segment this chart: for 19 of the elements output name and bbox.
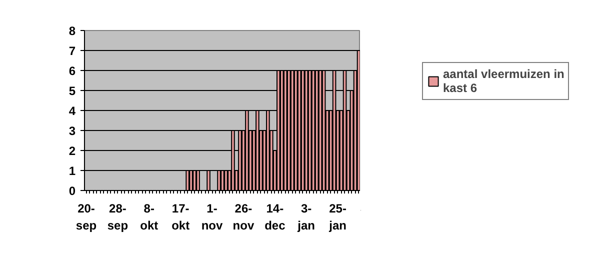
y-tick-label: 6 [68, 64, 76, 78]
x-tick-label: 20-sep [76, 202, 97, 232]
x-tick-label: 26-nov [232, 202, 254, 232]
y-tick-label: 4 [68, 104, 76, 118]
x-tick-label: 1-nov [201, 202, 224, 232]
y-tick-label: 8 [68, 24, 76, 38]
y-tick-label: 7 [68, 44, 76, 58]
x-tick-label: 28-sep [107, 202, 128, 232]
x-tick-label: 25-jan [328, 202, 346, 232]
x-tick-label: 17-okt [172, 202, 190, 232]
y-tick-label: 0 [68, 184, 76, 198]
y-tick-label: 1 [68, 164, 76, 178]
y-tick-label: 3 [68, 124, 76, 138]
x-tick-label: 3-jan [296, 202, 316, 232]
x-tick-label: 8-okt [140, 202, 158, 232]
legend-label: aantal vleermuizen in kast 6 [443, 67, 564, 95]
x-tick-label: 14-dec [264, 202, 286, 232]
y-tick-label: 5 [68, 84, 76, 98]
y-tick-label: 2 [68, 144, 76, 158]
